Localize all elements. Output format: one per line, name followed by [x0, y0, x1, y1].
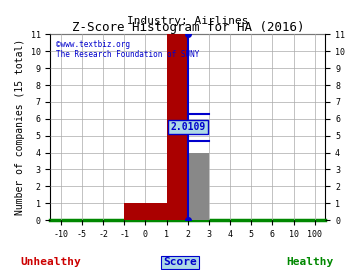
Text: ©www.textbiz.org
The Research Foundation of SUNY: ©www.textbiz.org The Research Foundation…	[56, 40, 199, 59]
Text: 2.0109: 2.0109	[170, 122, 206, 132]
Y-axis label: Number of companies (15 total): Number of companies (15 total)	[15, 39, 25, 215]
Bar	[188, 153, 209, 220]
Text: Healthy: Healthy	[286, 257, 333, 267]
Bar	[124, 203, 167, 220]
Bar	[167, 34, 188, 220]
Text: Industry: Airlines: Industry: Airlines	[127, 16, 248, 26]
Title: Z-Score Histogram for HA (2016): Z-Score Histogram for HA (2016)	[72, 21, 304, 34]
Text: Unhealthy: Unhealthy	[20, 257, 81, 267]
Text: Score: Score	[163, 257, 197, 267]
